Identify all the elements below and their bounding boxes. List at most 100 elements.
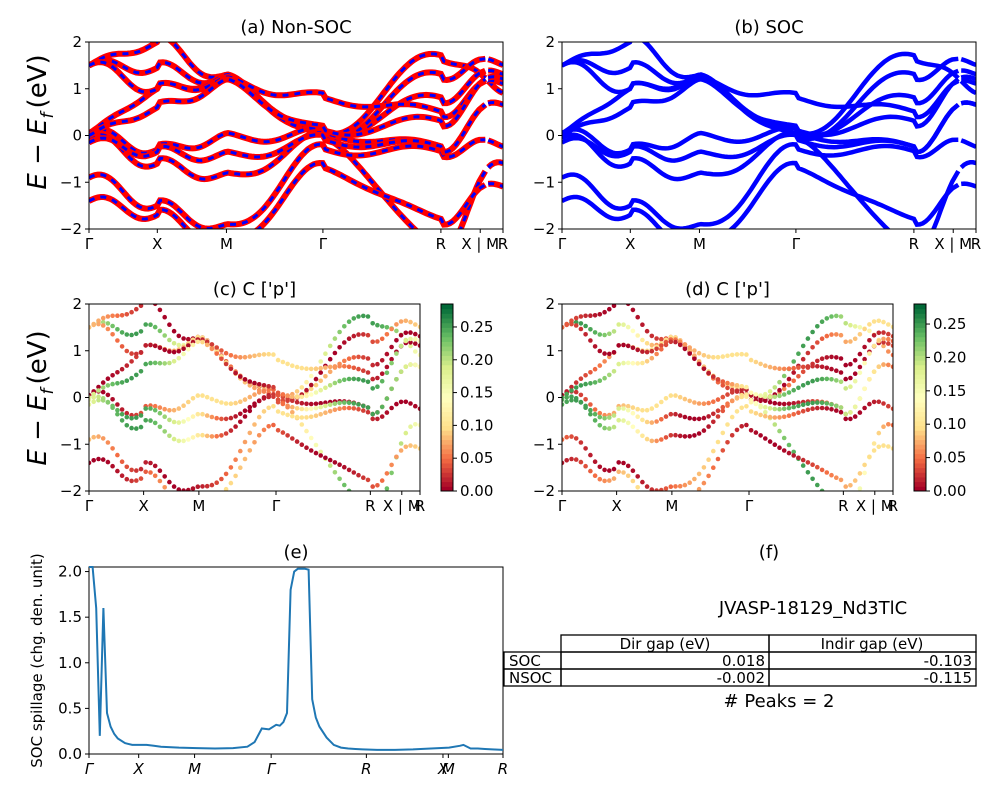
band-dot [152,407,158,413]
band-dot [342,377,347,383]
band-dot [644,407,650,413]
band-dot [886,349,891,354]
band-dot [294,364,300,370]
band-dot [379,371,385,377]
band-dot [389,462,394,468]
band-dot [152,304,158,307]
panel-title: (b) SOC [734,17,803,38]
colorbar-segment [441,388,453,394]
band-dot [663,396,669,401]
colorbar-segment [441,402,453,408]
band-dot [834,378,839,383]
band-dot [564,322,569,328]
colorbar-segment [914,462,926,469]
band-dot [843,386,848,391]
band-dot [848,410,853,415]
band-dot [829,314,834,319]
y-axis-label: SOC spillage (chg. den. unit) [28,553,46,768]
band-dot [204,413,210,418]
colorbar-segment [441,458,453,464]
band-dot [157,328,163,334]
band-dot [786,376,792,382]
band-dot [308,392,314,397]
band-dot [706,400,711,406]
band-dot [607,331,612,337]
band-dot [687,415,692,421]
band-dot [659,437,664,442]
band-dot [138,424,144,430]
band-dot [630,360,636,366]
band-dot [308,414,314,420]
band-dot [678,498,683,503]
band-dot [862,462,867,468]
band-dot [886,322,891,327]
band-dot [228,366,234,372]
band-dot [649,355,655,361]
band-dot [413,403,418,409]
band-dot [777,415,782,420]
band-dot [819,405,825,411]
band-dot [290,394,295,400]
band-dot [342,364,347,369]
band-dot [720,354,726,359]
band-dot [332,460,338,465]
band-dot [361,355,366,360]
band-dot [588,452,593,458]
band-dot [663,435,669,440]
band-dot [119,459,125,465]
colorbar-segment [914,383,926,389]
table-cell-value: 0.018 [722,652,765,670]
band-dot [748,390,754,396]
band-dot [413,336,418,342]
band-dot [748,399,754,405]
band-dot [384,325,390,330]
band-dot [573,323,579,328]
band-dot [800,457,806,463]
band-dot [706,414,711,419]
band-dot [304,415,309,420]
band-dot [625,463,631,469]
band-dot [233,414,238,419]
colorbar-segment [914,392,926,398]
colorbar-tick-label: 0.15 [933,382,966,400]
band-dot [152,324,158,330]
band-dot [398,448,404,453]
band-dot [134,415,139,420]
band-dot [890,324,893,330]
band-dot [370,411,376,417]
band-dot [834,368,839,374]
band-dot [696,486,702,491]
band-dot [569,388,574,393]
x-tick-label: R [498,760,508,778]
band-dot [228,401,234,407]
band-dot [687,345,692,350]
band-dot [834,332,839,337]
x-tick-label: R [971,235,981,253]
svg-text:E − Ef(eV): E − Ef(eV) [23,54,58,189]
band-dot [365,356,371,361]
band-dot [398,441,404,446]
band-dot [777,379,782,385]
x-tick-label: Γ [85,235,94,253]
band-dot [342,324,347,329]
band-dot [365,379,371,385]
band-dot [796,365,801,370]
band-dot [318,412,324,417]
band-dot [162,333,167,338]
band-dot [110,373,115,378]
band-dot [583,332,588,337]
band-dot [748,409,754,414]
band-dot [621,342,626,348]
band-dot [290,436,295,441]
band-dot [640,417,645,423]
band-dot [857,370,863,376]
band-dot [881,340,886,345]
band-dot [214,480,219,486]
band-dot [696,361,702,367]
band-dot [890,446,893,451]
band-dot [176,342,182,348]
band-dot [791,387,796,393]
band-dot [384,471,390,476]
band-dot [323,351,328,357]
band-line [89,60,503,119]
